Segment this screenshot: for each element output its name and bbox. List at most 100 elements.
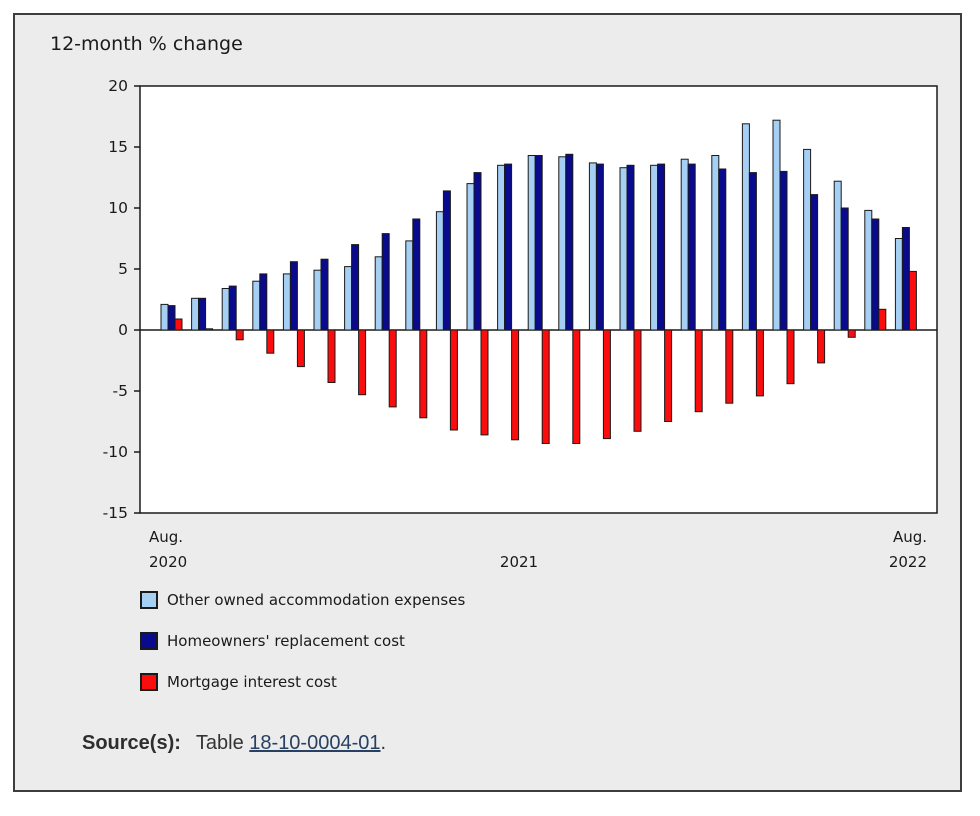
bar-series0-month0 [160,303,169,331]
legend-item-homeowners-replacement: Homeowners' replacement cost [140,632,465,650]
bar-series1-month14 [595,163,604,331]
bar-series2-month16 [664,329,673,422]
bar-series1-month23 [871,218,880,331]
bar-series2-month9 [449,329,458,431]
y-tick-label: -10 [103,443,128,461]
legend-swatch-other-owned [140,591,158,609]
bar-series0-month23 [864,209,873,331]
x-axis-label-end-year: 2022 [888,553,927,571]
bar-series2-month7 [388,329,397,408]
bar-series2-month15 [633,329,642,432]
bar-series0-month15 [619,167,628,331]
bar-series0-month20 [772,119,781,331]
source-table-word: Table [195,732,244,754]
bar-series0-month18 [711,155,720,331]
bar-series1-month12 [534,155,543,331]
y-tick-label: -5 [113,382,128,400]
legend-label-other-owned: Other owned accommodation expenses [167,591,466,609]
bar-series2-month13 [572,329,581,444]
bar-series0-month6 [344,266,353,331]
bar-series2-month24 [908,270,917,331]
bar-series1-month4 [289,261,298,331]
bar-series2-month22 [847,329,856,338]
bar-series0-month2 [221,288,230,331]
chart-title: 12-month % change [50,33,243,55]
bar-series1-month2 [228,285,237,331]
source-suffix: . [380,732,387,754]
bar-series2-month11 [511,329,520,441]
source-line: Source(s): Table 18-10-0004-01. [82,732,386,755]
bar-series0-month7 [374,256,383,331]
bar-series1-month24 [901,227,910,331]
legend-label-homeowners-replacement: Homeowners' replacement cost [167,632,405,650]
y-tick-label: 10 [108,199,128,217]
bar-series0-month10 [466,183,475,331]
chart-panel: 12-month % change 20 15 10 5 0 -5 -10 -15 Aug. … [13,13,962,792]
bar-series0-month9 [435,211,444,331]
bar-chart: 20 15 10 5 0 -5 -10 -15 [103,77,938,522]
bar-series2-month8 [419,329,428,419]
bar-series2-month5 [327,329,336,383]
bar-series1-month8 [412,218,421,331]
bar-series0-month14 [588,162,597,331]
x-axis-label-start-month: Aug. [149,528,184,546]
bar-series1-month3 [259,273,268,331]
bar-series0-month8 [405,240,414,331]
bar-series1-month0 [167,305,176,331]
bar-series1-month19 [748,172,757,331]
legend-item-mortgage-interest: Mortgage interest cost [140,673,465,691]
bar-series2-month6 [358,329,367,396]
bar-series1-month7 [381,233,390,331]
bar-series0-month22 [833,180,842,331]
bar-series2-month18 [725,329,734,404]
bar-series2-month23 [878,308,887,331]
bar-series2-month20 [786,329,795,385]
bar-series1-month18 [718,168,727,331]
bar-series2-month21 [817,329,826,364]
x-axis-label-start: Aug. 2020 [149,525,187,575]
bar-series1-month22 [840,207,849,331]
y-tick-label: 15 [108,138,128,156]
bar-series0-month16 [650,164,659,331]
bar-series1-month10 [473,172,482,331]
bar-series0-month12 [527,155,536,331]
legend-item-other-owned: Other owned accommodation expenses [140,591,466,609]
source-table-link[interactable]: 18-10-0004-01 [249,732,381,754]
y-tick-label: -15 [103,504,128,522]
bar-series1-month6 [351,244,360,331]
bar-series2-month0 [174,318,183,331]
bar-series1-month13 [565,153,574,331]
y-tick-label: 5 [118,260,128,278]
bar-series1-month20 [779,170,788,331]
legend: Other owned accommodation expenses Homeo… [140,591,466,715]
bar-series0-month5 [313,269,322,331]
source-prefix: Source(s): [82,732,181,754]
x-axis-label-middle: 2021 [499,553,539,571]
bar-series0-month19 [741,123,750,331]
bar-series1-month15 [626,164,635,331]
x-axis-label-end-month: Aug. [892,528,927,546]
bar-series1-month1 [198,297,207,331]
legend-label-mortgage-interest: Mortgage interest cost [167,673,337,691]
bar-series2-month2 [235,329,244,341]
bar-series1-month17 [687,163,696,331]
bar-series0-month21 [803,148,812,331]
legend-swatch-mortgage-interest [140,673,158,691]
bar-series1-month5 [320,258,329,331]
bar-series2-month17 [694,329,703,413]
bar-series1-month11 [504,163,513,331]
bar-series2-month3 [266,329,275,354]
bar-series0-month4 [282,273,291,331]
bar-series0-month13 [558,156,567,331]
bar-series0-month3 [252,280,261,331]
bar-series2-month14 [602,329,611,440]
y-tick-label: 20 [108,77,128,95]
x-axis-label-start-year: 2020 [149,553,188,571]
y-tick-label: 0 [118,321,128,339]
bar-series2-month12 [541,329,550,444]
bar-series0-month17 [680,158,689,331]
bar-series0-month11 [497,164,506,331]
legend-swatch-homeowners-replacement [140,632,158,650]
bar-series1-month9 [442,190,451,331]
bar-series0-month1 [191,297,200,331]
